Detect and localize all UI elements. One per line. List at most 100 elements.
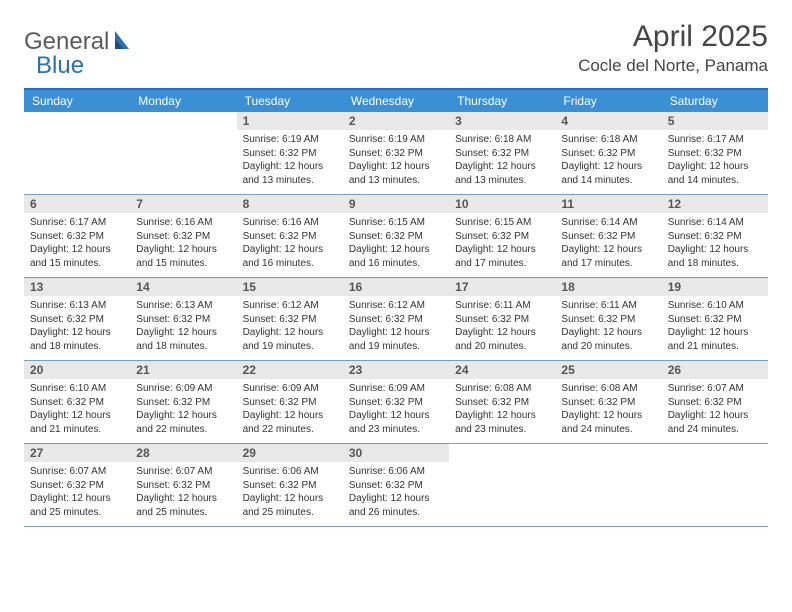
- daylight: Daylight: 12 hours and 13 minutes.: [349, 160, 443, 187]
- sunrise: Sunrise: 6:09 AM: [136, 382, 230, 396]
- week-row: 6Sunrise: 6:17 AMSunset: 6:32 PMDaylight…: [24, 195, 768, 278]
- daylight: Daylight: 12 hours and 25 minutes.: [243, 492, 337, 519]
- day-data: Sunrise: 6:19 AMSunset: 6:32 PMDaylight:…: [237, 130, 343, 193]
- daylight: Daylight: 12 hours and 26 minutes.: [349, 492, 443, 519]
- day-number: 9: [343, 195, 449, 213]
- day-cell: 2Sunrise: 6:19 AMSunset: 6:32 PMDaylight…: [343, 112, 449, 194]
- week-row: 20Sunrise: 6:10 AMSunset: 6:32 PMDayligh…: [24, 361, 768, 444]
- sunset: Sunset: 6:32 PM: [30, 313, 124, 327]
- sunset: Sunset: 6:32 PM: [349, 313, 443, 327]
- sunrise: Sunrise: 6:18 AM: [561, 133, 655, 147]
- day-data: Sunrise: 6:09 AMSunset: 6:32 PMDaylight:…: [130, 379, 236, 442]
- day-cell: 20Sunrise: 6:10 AMSunset: 6:32 PMDayligh…: [24, 361, 130, 443]
- daylight: Daylight: 12 hours and 22 minutes.: [136, 409, 230, 436]
- sunrise: Sunrise: 6:13 AM: [30, 299, 124, 313]
- daylight: Daylight: 12 hours and 20 minutes.: [561, 326, 655, 353]
- daylight: Daylight: 12 hours and 17 minutes.: [455, 243, 549, 270]
- daylight: Daylight: 12 hours and 13 minutes.: [243, 160, 337, 187]
- sunrise: Sunrise: 6:14 AM: [668, 216, 762, 230]
- month-title: April 2025: [578, 20, 768, 54]
- sunrise: Sunrise: 6:15 AM: [455, 216, 549, 230]
- weekday-label: Wednesday: [343, 90, 449, 112]
- day-data: Sunrise: 6:18 AMSunset: 6:32 PMDaylight:…: [555, 130, 661, 193]
- sunset: Sunset: 6:32 PM: [668, 396, 762, 410]
- day-data: Sunrise: 6:12 AMSunset: 6:32 PMDaylight:…: [237, 296, 343, 359]
- logo-sail-icon: [113, 29, 133, 56]
- day-cell: 22Sunrise: 6:09 AMSunset: 6:32 PMDayligh…: [237, 361, 343, 443]
- sunrise: Sunrise: 6:06 AM: [243, 465, 337, 479]
- day-number: 17: [449, 278, 555, 296]
- day-data: Sunrise: 6:10 AMSunset: 6:32 PMDaylight:…: [24, 379, 130, 442]
- logo-word2: Blue: [36, 52, 84, 79]
- sunrise: Sunrise: 6:07 AM: [136, 465, 230, 479]
- sunset: Sunset: 6:32 PM: [243, 313, 337, 327]
- daylight: Daylight: 12 hours and 18 minutes.: [668, 243, 762, 270]
- sunrise: Sunrise: 6:16 AM: [243, 216, 337, 230]
- day-cell: .: [449, 444, 555, 526]
- sunset: Sunset: 6:32 PM: [349, 230, 443, 244]
- daylight: Daylight: 12 hours and 23 minutes.: [455, 409, 549, 436]
- day-number: 7: [130, 195, 236, 213]
- sunrise: Sunrise: 6:09 AM: [349, 382, 443, 396]
- day-data: Sunrise: 6:13 AMSunset: 6:32 PMDaylight:…: [24, 296, 130, 359]
- daylight: Daylight: 12 hours and 18 minutes.: [30, 326, 124, 353]
- daylight: Daylight: 12 hours and 14 minutes.: [668, 160, 762, 187]
- day-number: 15: [237, 278, 343, 296]
- day-data: Sunrise: 6:08 AMSunset: 6:32 PMDaylight:…: [555, 379, 661, 442]
- day-data: Sunrise: 6:19 AMSunset: 6:32 PMDaylight:…: [343, 130, 449, 193]
- day-number: 18: [555, 278, 661, 296]
- day-data: Sunrise: 6:11 AMSunset: 6:32 PMDaylight:…: [449, 296, 555, 359]
- sunrise: Sunrise: 6:14 AM: [561, 216, 655, 230]
- day-data: Sunrise: 6:08 AMSunset: 6:32 PMDaylight:…: [449, 379, 555, 442]
- day-cell: 9Sunrise: 6:15 AMSunset: 6:32 PMDaylight…: [343, 195, 449, 277]
- day-number: 14: [130, 278, 236, 296]
- day-number: 16: [343, 278, 449, 296]
- weekday-label: Sunday: [24, 90, 130, 112]
- day-cell: 16Sunrise: 6:12 AMSunset: 6:32 PMDayligh…: [343, 278, 449, 360]
- day-data: Sunrise: 6:07 AMSunset: 6:32 PMDaylight:…: [130, 462, 236, 525]
- daylight: Daylight: 12 hours and 21 minutes.: [668, 326, 762, 353]
- sunrise: Sunrise: 6:12 AM: [243, 299, 337, 313]
- daylight: Daylight: 12 hours and 22 minutes.: [243, 409, 337, 436]
- week-row: 13Sunrise: 6:13 AMSunset: 6:32 PMDayligh…: [24, 278, 768, 361]
- day-cell: 26Sunrise: 6:07 AMSunset: 6:32 PMDayligh…: [662, 361, 768, 443]
- daylight: Daylight: 12 hours and 15 minutes.: [30, 243, 124, 270]
- logo-word2-wrap: Blue: [36, 52, 84, 80]
- day-cell: .: [662, 444, 768, 526]
- day-number: 21: [130, 361, 236, 379]
- daylight: Daylight: 12 hours and 19 minutes.: [243, 326, 337, 353]
- daylight: Daylight: 12 hours and 19 minutes.: [349, 326, 443, 353]
- sunset: Sunset: 6:32 PM: [455, 313, 549, 327]
- daylight: Daylight: 12 hours and 24 minutes.: [561, 409, 655, 436]
- sunset: Sunset: 6:32 PM: [668, 313, 762, 327]
- day-cell: 19Sunrise: 6:10 AMSunset: 6:32 PMDayligh…: [662, 278, 768, 360]
- day-number: 29: [237, 444, 343, 462]
- daylight: Daylight: 12 hours and 21 minutes.: [30, 409, 124, 436]
- sunrise: Sunrise: 6:16 AM: [136, 216, 230, 230]
- sunset: Sunset: 6:32 PM: [243, 230, 337, 244]
- day-cell: 23Sunrise: 6:09 AMSunset: 6:32 PMDayligh…: [343, 361, 449, 443]
- sunset: Sunset: 6:32 PM: [455, 147, 549, 161]
- sunset: Sunset: 6:32 PM: [455, 396, 549, 410]
- day-cell: 29Sunrise: 6:06 AMSunset: 6:32 PMDayligh…: [237, 444, 343, 526]
- day-data: Sunrise: 6:06 AMSunset: 6:32 PMDaylight:…: [343, 462, 449, 525]
- day-number: 11: [555, 195, 661, 213]
- day-number: 26: [662, 361, 768, 379]
- sunset: Sunset: 6:32 PM: [136, 313, 230, 327]
- sunset: Sunset: 6:32 PM: [30, 396, 124, 410]
- day-number: 12: [662, 195, 768, 213]
- day-cell: 14Sunrise: 6:13 AMSunset: 6:32 PMDayligh…: [130, 278, 236, 360]
- sunset: Sunset: 6:32 PM: [243, 147, 337, 161]
- day-data: Sunrise: 6:16 AMSunset: 6:32 PMDaylight:…: [237, 213, 343, 276]
- day-number: 24: [449, 361, 555, 379]
- day-number: 5: [662, 112, 768, 130]
- sunrise: Sunrise: 6:10 AM: [668, 299, 762, 313]
- day-cell: 12Sunrise: 6:14 AMSunset: 6:32 PMDayligh…: [662, 195, 768, 277]
- day-cell: .: [24, 112, 130, 194]
- day-data: Sunrise: 6:09 AMSunset: 6:32 PMDaylight:…: [343, 379, 449, 442]
- day-number: 2: [343, 112, 449, 130]
- sunset: Sunset: 6:32 PM: [561, 147, 655, 161]
- day-data: Sunrise: 6:14 AMSunset: 6:32 PMDaylight:…: [662, 213, 768, 276]
- day-data: Sunrise: 6:13 AMSunset: 6:32 PMDaylight:…: [130, 296, 236, 359]
- weekday-label: Thursday: [449, 90, 555, 112]
